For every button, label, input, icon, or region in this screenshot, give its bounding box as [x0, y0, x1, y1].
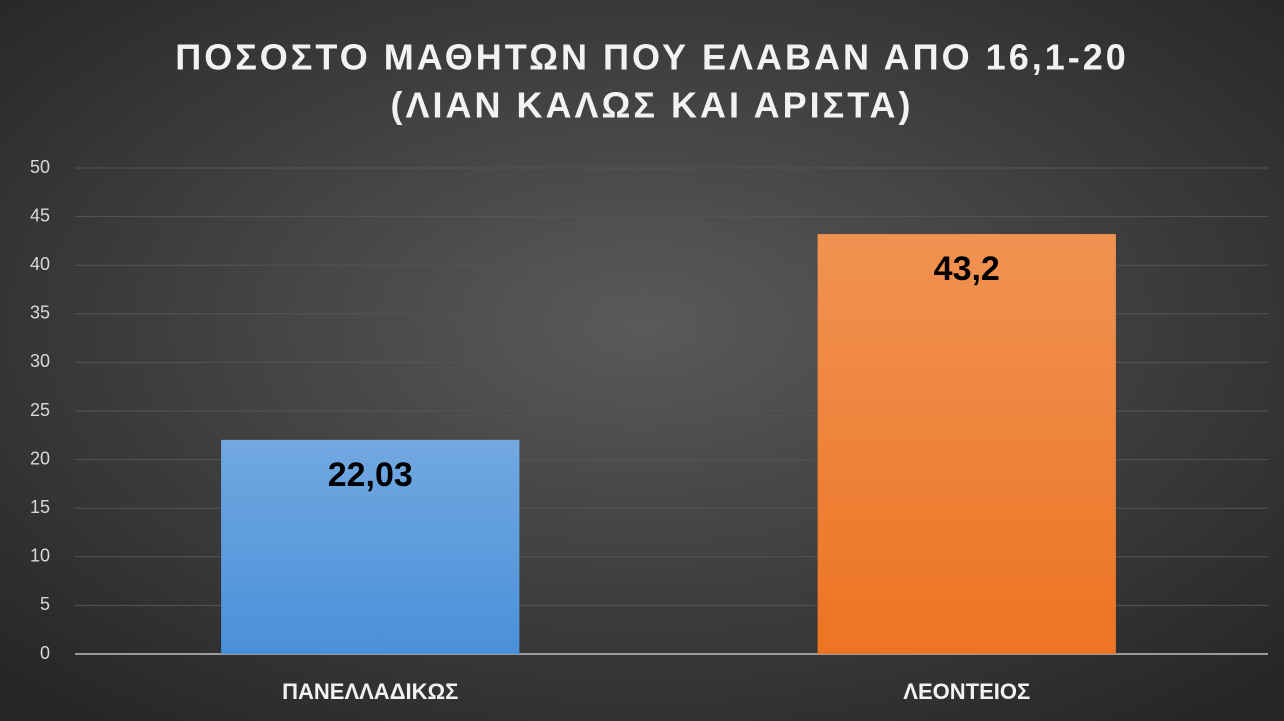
y-tick-label: 50	[30, 157, 50, 177]
y-tick-label: 10	[30, 546, 50, 566]
y-tick-label: 30	[30, 351, 50, 371]
y-tick-label: 25	[30, 400, 50, 420]
chart-title: (ΛΙΑΝ ΚΑΛΩΣ ΚΑΙ ΑΡΙΣΤΑ)	[390, 85, 913, 126]
y-tick-label: 5	[40, 594, 50, 614]
y-tick-label: 45	[30, 205, 50, 225]
y-tick-label: 20	[30, 448, 50, 468]
y-tick-label: 15	[30, 497, 50, 517]
data-label: 43,2	[934, 250, 1000, 288]
x-tick-label: ΛΕΟΝΤΕΙΟΣ	[903, 679, 1030, 704]
y-tick-label: 40	[30, 254, 50, 274]
y-tick-label: 35	[30, 303, 50, 323]
x-tick-label: ΠΑΝΕΛΛΑΔΙΚΩΣ	[282, 679, 458, 704]
data-label: 22,03	[328, 456, 413, 494]
y-tick-label: 0	[40, 643, 50, 663]
bar	[817, 234, 1116, 654]
chart-title: ΠΟΣΟΣΤΟ ΜΑΘΗΤΩΝ ΠΟΥ ΕΛΑΒΑΝ ΑΠΟ 16,1-20	[175, 37, 1129, 78]
